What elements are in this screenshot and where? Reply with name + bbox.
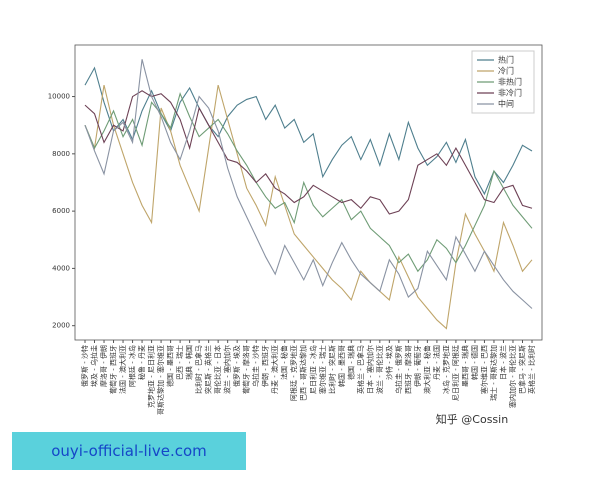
- x-tick-label: 哥伦比亚 - 日本: [213, 345, 222, 394]
- plot-frame: [74, 44, 543, 341]
- x-tick-label: 瑞士 - 哥斯达黎加: [489, 345, 498, 401]
- x-tick-label: 丹麦 - 法国: [432, 345, 441, 380]
- x-tick-label: 伊朗 - 西班牙: [261, 345, 270, 387]
- y-tick-label: 2000: [52, 322, 70, 330]
- x-tick-label: 瑞典 - 韩国: [185, 345, 194, 380]
- legend-label: 冷门: [498, 66, 514, 76]
- x-tick-label: 比利时 - 突尼斯: [327, 345, 336, 394]
- series-line: [84, 84, 533, 330]
- x-tick-label: 摩洛哥 - 伊朗: [99, 345, 108, 387]
- x-tick-label: 尼日利亚 - 冰岛: [308, 345, 317, 394]
- x-tick-label: 突尼斯 - 英格兰: [204, 345, 213, 394]
- x-tick-label: 尼日利亚 - 阿根廷: [451, 345, 460, 401]
- x-tick-label: 丹麦 - 澳大利亚: [270, 345, 279, 394]
- legend-label: 中间: [498, 99, 514, 109]
- banner[interactable]: ouyi-official-live.com: [12, 432, 246, 470]
- x-tick-label: 波兰 - 哥伦比亚: [375, 345, 384, 394]
- series-line: [84, 92, 533, 273]
- x-tick-label: 西班牙 - 摩洛哥: [403, 345, 412, 394]
- x-tick-label: 阿根廷 - 冰岛: [128, 345, 137, 387]
- x-tick-label: 塞尔维亚 - 瑞士: [318, 345, 327, 394]
- x-tick-label: 阿根廷 - 克罗地亚: [289, 345, 298, 401]
- y-tick-label: 4000: [52, 264, 70, 272]
- x-tick-label: 波兰 - 塞内加尔: [223, 345, 232, 394]
- x-tick-label: 法国 - 秘鲁: [280, 345, 289, 380]
- x-tick-label: 乌拉圭 - 沙特: [251, 345, 260, 387]
- x-tick-label: 冰岛 - 克罗地亚: [441, 345, 450, 394]
- x-tick-label: 巴西 - 哥斯达黎加: [299, 345, 308, 401]
- x-tick-label: 俄罗斯 - 沙特: [80, 345, 89, 387]
- legend-label: 热门: [498, 55, 514, 65]
- series-line: [84, 66, 533, 196]
- x-tick-label: 塞内加尔 - 哥伦比亚: [508, 345, 517, 408]
- x-tick-label: 英格兰 - 比利时: [527, 345, 536, 394]
- legend-label: 非冷门: [498, 88, 522, 98]
- x-tick-label: 澳大利亚 - 秘鲁: [422, 345, 431, 394]
- x-tick-label: 德国 - 墨西哥: [166, 345, 175, 387]
- x-tick-label: 日本 - 塞内加尔: [365, 345, 374, 394]
- legend-label: 非热门: [498, 77, 522, 87]
- x-tick-label: 伊朗 - 葡萄牙: [413, 345, 422, 387]
- x-tick-label: 巴西 - 瑞士: [175, 345, 184, 380]
- y-tick-label: 10000: [48, 93, 70, 101]
- x-tick-label: 哥斯达黎加 - 塞尔维亚: [156, 345, 165, 415]
- x-tick-label: 墨西哥 - 瑞典: [460, 345, 469, 387]
- x-tick-label: 韩国 - 德国: [470, 345, 479, 380]
- y-tick-label: 6000: [52, 207, 70, 215]
- x-tick-label: 克罗地亚 - 尼日利亚: [147, 345, 156, 408]
- series-line: [84, 90, 533, 215]
- x-tick-label: 塞尔维亚 - 巴西: [479, 345, 488, 394]
- x-tick-label: 俄罗斯 - 埃及: [232, 345, 241, 387]
- x-tick-label: 法国 - 澳大利亚: [118, 345, 127, 394]
- x-tick-label: 比利时 - 巴拿马: [194, 345, 203, 394]
- x-tick-label: 日本 - 波兰: [498, 345, 507, 380]
- x-tick-label: 英格兰 - 巴拿马: [356, 345, 365, 394]
- series-line: [84, 59, 533, 309]
- x-tick-label: 韩国 - 墨西哥: [337, 345, 346, 387]
- x-tick-label: 埃及 - 乌拉圭: [90, 345, 99, 387]
- x-tick-label: 葡萄牙 - 摩洛哥: [242, 345, 251, 394]
- x-tick-label: 葡萄牙 - 西班牙: [109, 345, 118, 394]
- x-tick-label: 乌拉圭 - 俄罗斯: [394, 345, 403, 394]
- x-tick-label: 秘鲁 - 丹麦: [137, 345, 146, 380]
- watermark: 知乎 @Cossin: [436, 412, 508, 426]
- x-tick-label: 德国 - 瑞典: [346, 345, 355, 380]
- y-tick-label: 8000: [52, 150, 70, 158]
- x-tick-label: 沙特 - 埃及: [384, 345, 393, 380]
- x-tick-label: 巴拿马 - 突尼斯: [517, 345, 526, 394]
